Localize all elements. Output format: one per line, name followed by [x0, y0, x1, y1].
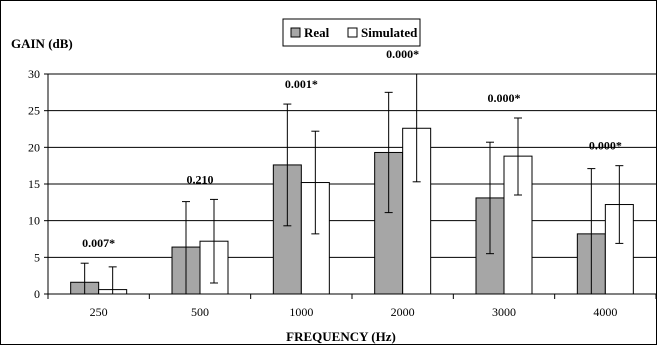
x-tick-label-4000: 4000 [593, 305, 617, 319]
legend-swatch-real [290, 27, 301, 38]
legend-label-real: Real [304, 25, 330, 40]
x-tick-label-500: 500 [191, 305, 209, 319]
y-tick-label-25: 25 [28, 104, 40, 118]
y-axis-title: GAIN (dB) [11, 36, 73, 51]
legend-swatch-simulated [347, 27, 358, 38]
annotation-250: 0.007* [82, 236, 115, 250]
x-tick-label-1000: 1000 [289, 305, 313, 319]
axes [44, 73, 657, 299]
annotation-3000: 0.000* [488, 91, 521, 105]
y-tick-label-20: 20 [28, 140, 40, 154]
bars [70, 127, 634, 295]
error-bars [80, 73, 624, 294]
legend: Real Simulated [282, 18, 421, 47]
annotation-2000: 0.000* [386, 47, 419, 61]
annotation-4000: 0.000* [589, 139, 622, 153]
y-tick-label-30: 30 [28, 67, 40, 81]
y-tick-label-10: 10 [28, 214, 40, 228]
x-axis-title: FREQUENCY (Hz) [286, 329, 396, 344]
x-tick-label-2000: 2000 [391, 305, 415, 319]
x-tick-label-3000: 3000 [492, 305, 516, 319]
labels: 0 5 10 15 20 25 30 250 500 1000 2000 3000 4000 0.007*… [28, 47, 622, 319]
y-tick-label-5: 5 [34, 250, 40, 264]
x-tick-label-250: 250 [90, 305, 108, 319]
legend-label-simulated: Simulated [361, 25, 418, 40]
gridlines [48, 73, 656, 258]
y-tick-label-0: 0 [34, 287, 40, 301]
annotation-1000: 0.001* [285, 77, 318, 91]
y-tick-label-15: 15 [28, 177, 40, 191]
legend-box [282, 18, 421, 47]
bar-chart: 0 5 10 15 20 25 30 250 500 1000 2000 3000 4000 0.007*… [11, 18, 657, 344]
annotation-500: 0.210 [187, 172, 214, 186]
